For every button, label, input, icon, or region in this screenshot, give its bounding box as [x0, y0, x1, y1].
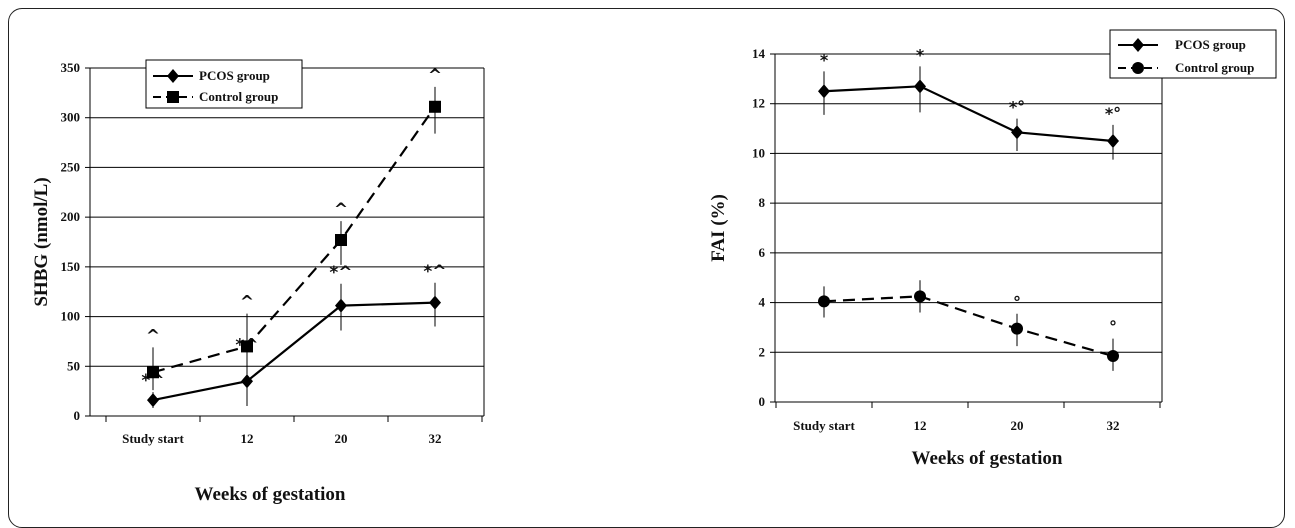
legend-marker [167, 91, 179, 103]
data-point [1107, 134, 1119, 148]
data-point [914, 79, 926, 94]
significance-annotation: *^ [423, 262, 446, 282]
y-tick-label: 4 [759, 295, 766, 310]
x-tick-label: 12 [241, 431, 254, 446]
x-axis-title: Weeks of gestation [195, 484, 346, 505]
y-tick-label: 200 [61, 209, 81, 224]
significance-annotation: *° [1105, 104, 1121, 123]
x-tick-label: Study start [122, 431, 184, 446]
significance-annotation: ° [1013, 293, 1021, 312]
significance-annotation: *° [1009, 98, 1025, 117]
significance-annotation: * [916, 45, 925, 64]
y-tick-label: 6 [759, 245, 766, 260]
shbg-chart: 0 50 100 150 200 250 300 350 Study start 12 20 32 SH… [31, 59, 485, 505]
y-tick-label: 50 [67, 358, 80, 373]
series-control: °° [818, 280, 1119, 371]
data-point [1011, 322, 1023, 335]
y-tick-label: 250 [61, 159, 81, 174]
y-tick-label: 300 [61, 110, 81, 125]
data-point [818, 84, 830, 99]
x-tick-label: 20 [1011, 418, 1024, 433]
significance-annotation: ^ [334, 200, 348, 220]
series-line [823, 85, 1114, 143]
legend-marker [1132, 62, 1144, 74]
series-line [152, 301, 436, 402]
y-tick-label: 150 [61, 259, 81, 274]
data-point [429, 100, 441, 113]
data-point [818, 295, 830, 308]
data-point [429, 295, 441, 310]
legend-label: Control group [199, 89, 278, 104]
x-tick-label: 32 [1107, 418, 1120, 433]
legend-label: PCOS group [199, 68, 270, 83]
series-control: ^ ^ ^ ^ [146, 66, 442, 391]
y-axis-title: SHBG (nmol/L) [31, 177, 52, 306]
data-point [241, 340, 253, 353]
series-pcos: * * *° *° [818, 45, 1121, 160]
y-tick-label: 350 [61, 60, 81, 75]
legend: PCOS group Control group [145, 59, 303, 109]
y-tick-label: 10 [752, 145, 765, 160]
data-point [1011, 125, 1023, 140]
y-tick-label: 8 [759, 195, 766, 210]
data-point [1107, 350, 1119, 363]
series-line [152, 106, 436, 374]
significance-annotation: ^ [146, 326, 160, 346]
significance-annotation: ° [1109, 318, 1117, 337]
legend-label: PCOS group [1175, 37, 1246, 52]
data-point [914, 290, 926, 303]
y-tick-label: 0 [74, 408, 81, 423]
data-point [335, 298, 347, 313]
legend: PCOS group Control group [1109, 29, 1277, 79]
y-tick-label: 0 [759, 394, 766, 409]
data-point [147, 393, 159, 408]
significance-annotation: * [820, 50, 829, 69]
legend-label: Control group [1175, 60, 1254, 75]
x-tick-label: 20 [335, 431, 348, 446]
x-axis-title: Weeks of gestation [912, 448, 1063, 469]
x-tick-label: 12 [914, 418, 927, 433]
y-tick-label: 100 [61, 309, 81, 324]
y-axis-title: FAI (%) [708, 194, 729, 262]
data-point [147, 366, 159, 379]
significance-annotation: ^ [240, 293, 254, 313]
significance-annotation: ^ [428, 66, 442, 86]
fai-chart: 0 2 4 6 8 10 12 14 Study start 12 20 32 FAI (%) Weeks… [708, 29, 1277, 469]
legend-marker [1132, 38, 1144, 52]
series-line [823, 295, 1114, 358]
x-tick-label: Study start [793, 418, 855, 433]
legend-marker [167, 69, 179, 83]
significance-annotation: *^ [329, 263, 352, 283]
x-tick-label: 32 [429, 431, 442, 446]
y-tick-label: 12 [752, 96, 765, 111]
data-point [335, 234, 347, 247]
y-tick-label: 14 [752, 46, 766, 61]
y-tick-label: 2 [759, 344, 766, 359]
data-point [241, 374, 253, 389]
